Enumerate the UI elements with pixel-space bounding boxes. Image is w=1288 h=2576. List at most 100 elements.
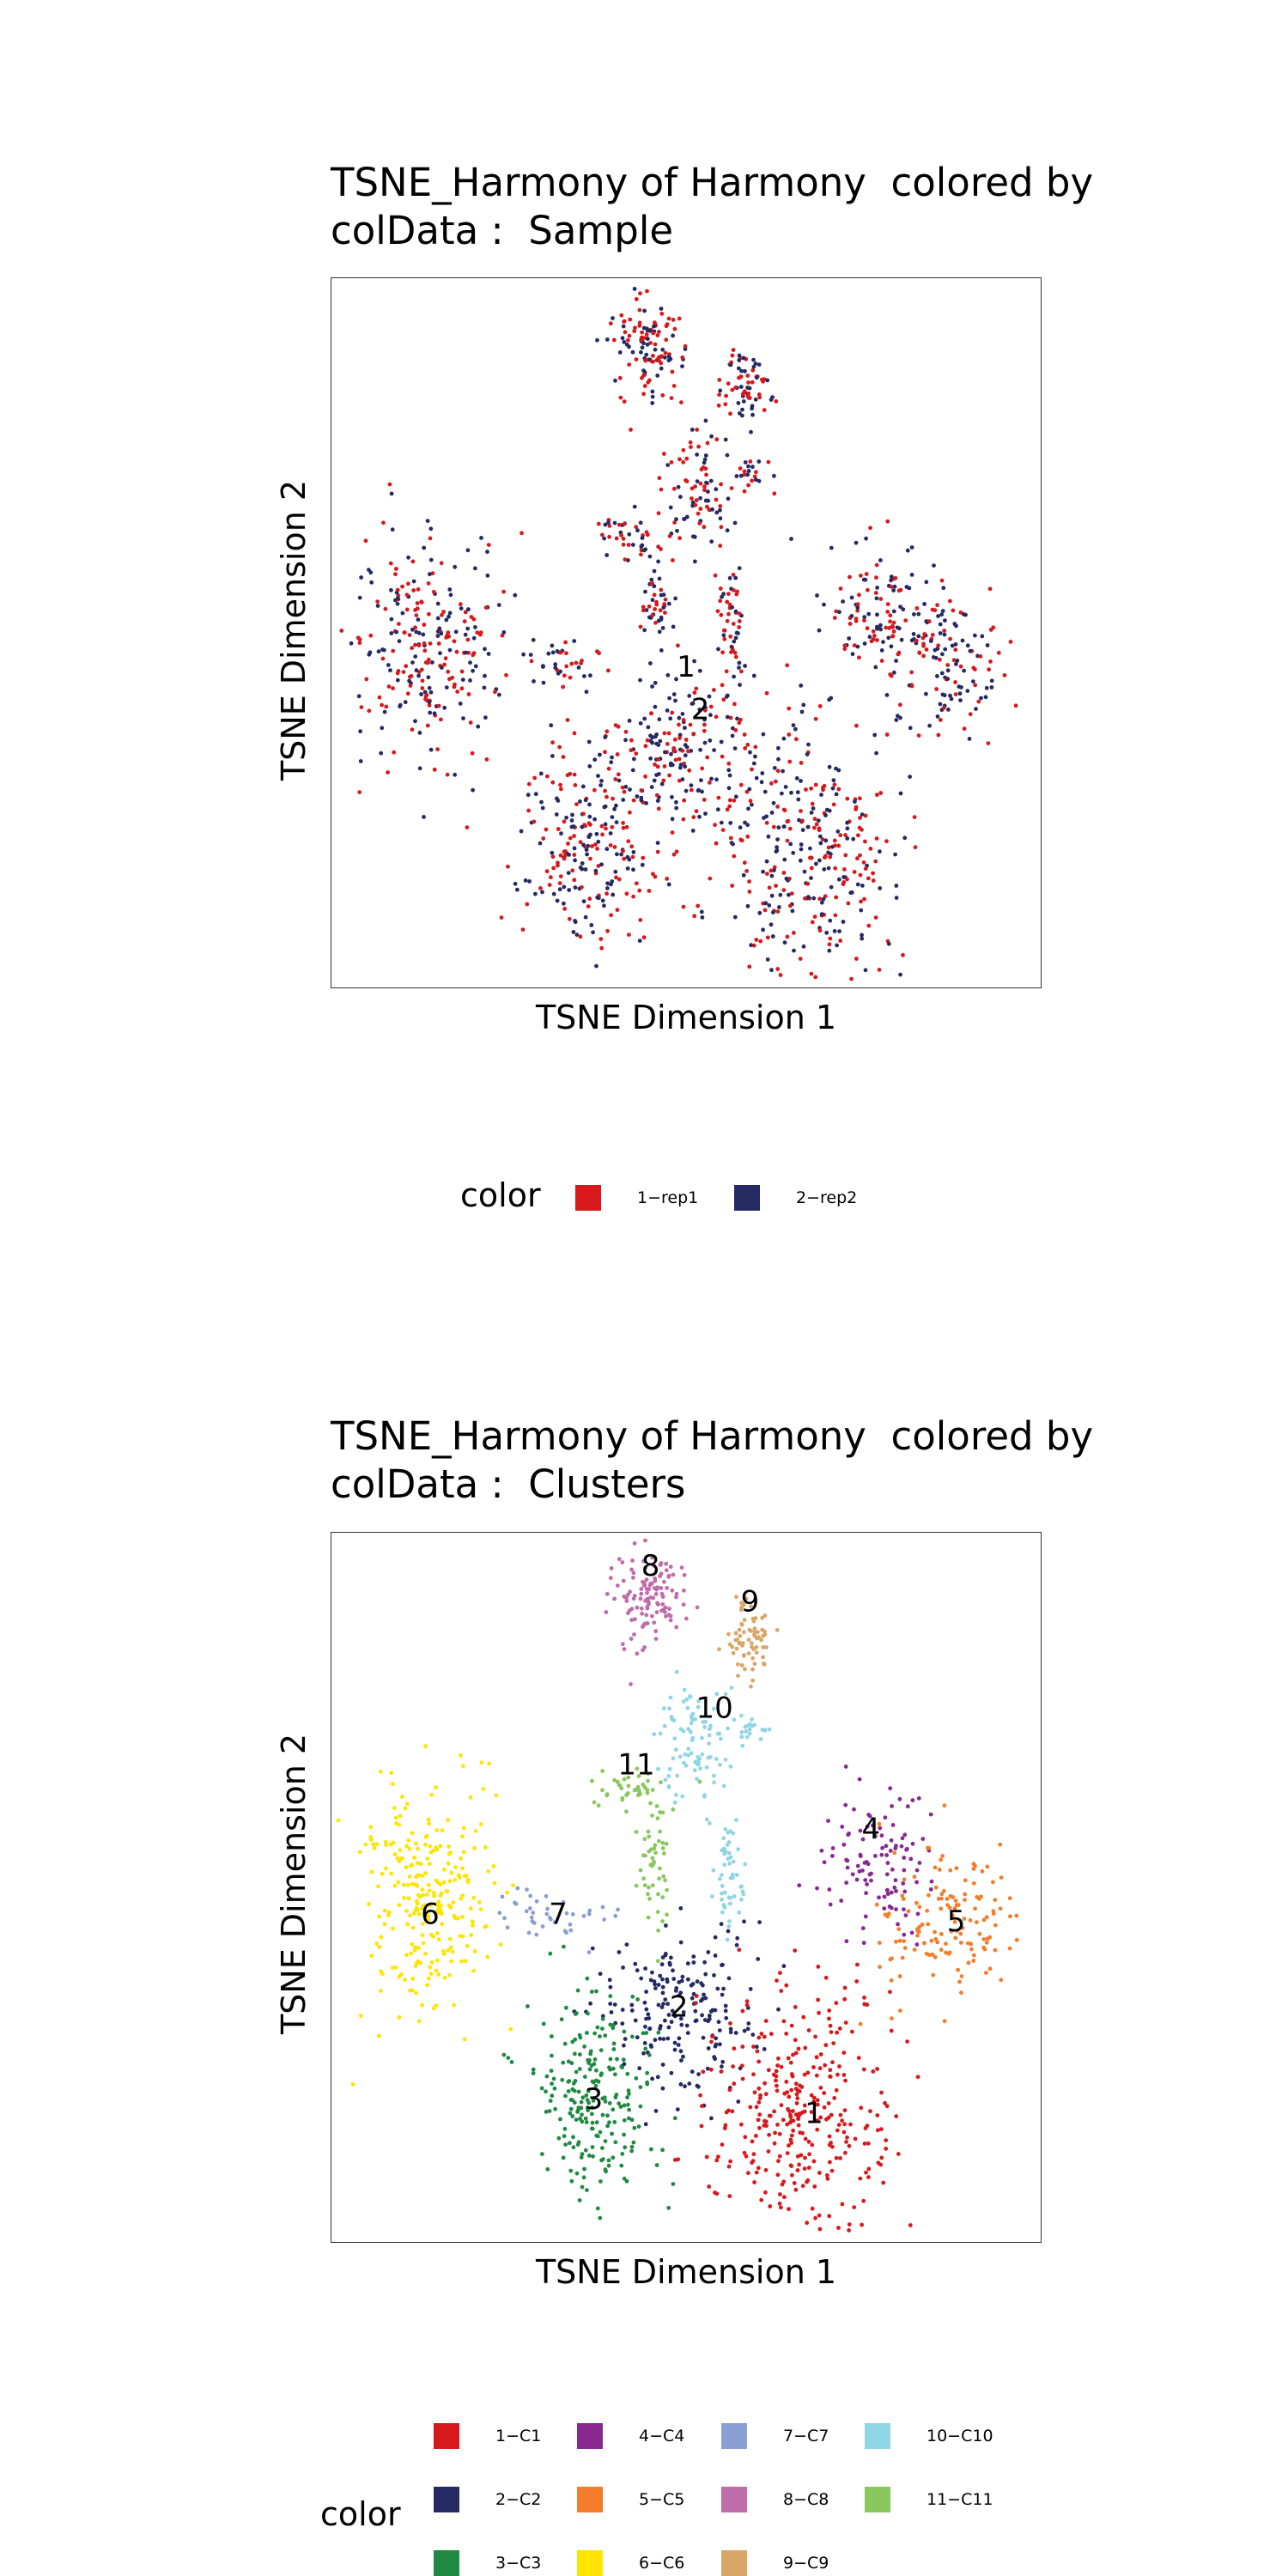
data-point xyxy=(793,2081,799,2087)
data-point xyxy=(766,459,771,465)
data-point xyxy=(852,643,857,647)
data-point xyxy=(497,692,501,697)
data-point xyxy=(757,910,762,915)
data-point xyxy=(922,602,927,606)
data-point xyxy=(717,1647,721,1652)
data-point xyxy=(378,1769,383,1774)
data-point xyxy=(835,2128,840,2133)
data-point xyxy=(647,378,652,383)
data-point xyxy=(671,333,675,338)
data-point xyxy=(610,824,615,829)
x-axis-label: TSNE Dimension 1 xyxy=(535,999,837,1036)
data-point xyxy=(564,1930,568,1935)
data-point xyxy=(890,1804,894,1808)
data-point xyxy=(692,1768,697,1773)
data-point xyxy=(762,2047,767,2051)
data-point xyxy=(451,1900,456,1905)
data-point xyxy=(863,1914,868,1919)
data-point xyxy=(439,717,443,722)
data-point xyxy=(588,2051,593,2057)
data-point xyxy=(743,664,747,668)
data-point xyxy=(739,1730,744,1735)
data-point xyxy=(605,847,610,852)
data-point xyxy=(980,1868,985,1874)
legend-swatch xyxy=(865,2487,890,2512)
data-point xyxy=(966,1941,970,1946)
data-point xyxy=(732,2081,737,2087)
data-point xyxy=(759,2032,764,2036)
data-point xyxy=(889,1905,894,1911)
data-point xyxy=(957,1979,962,1984)
data-point xyxy=(732,854,737,859)
data-point xyxy=(734,1646,739,1651)
data-point xyxy=(720,2064,724,2069)
data-point xyxy=(720,2059,726,2064)
data-point xyxy=(660,347,665,352)
data-point xyxy=(650,684,654,689)
data-point xyxy=(726,1856,731,1862)
data-point xyxy=(892,1850,897,1856)
data-point xyxy=(770,934,775,939)
data-point xyxy=(740,2044,745,2049)
data-point xyxy=(924,691,928,696)
data-point xyxy=(753,397,758,402)
data-point xyxy=(645,2081,650,2087)
data-point xyxy=(785,2122,790,2127)
data-point xyxy=(702,740,708,745)
legend-item-cluster: 4−C4 xyxy=(577,2423,684,2449)
data-point xyxy=(509,2060,514,2064)
data-point xyxy=(712,1773,716,1778)
data-point xyxy=(703,466,708,471)
data-point xyxy=(674,677,678,682)
data-point xyxy=(395,601,400,606)
data-point xyxy=(471,668,475,673)
data-point xyxy=(452,1913,457,1918)
data-point xyxy=(729,650,733,654)
data-point xyxy=(644,1990,648,1994)
data-point xyxy=(875,612,879,617)
data-point xyxy=(420,1933,425,1938)
data-point xyxy=(894,1844,898,1849)
data-point xyxy=(655,1959,660,1964)
data-point xyxy=(622,2132,626,2137)
data-point xyxy=(600,1905,605,1910)
data-point xyxy=(952,1906,957,1911)
data-point xyxy=(719,525,724,530)
data-point xyxy=(791,2128,795,2133)
data-point xyxy=(436,641,441,646)
legend-item-cluster: 9−C9 xyxy=(721,2550,829,2576)
data-point xyxy=(602,2095,607,2100)
data-point xyxy=(935,1940,940,1945)
data-point xyxy=(571,930,576,934)
data-point xyxy=(786,818,791,823)
data-point xyxy=(531,637,536,642)
data-point xyxy=(743,746,748,750)
data-point xyxy=(556,2136,562,2141)
data-point xyxy=(745,2026,750,2032)
data-point xyxy=(637,1789,641,1793)
data-point xyxy=(586,739,592,744)
data-point xyxy=(802,2103,807,2108)
data-point xyxy=(692,690,697,696)
data-point xyxy=(574,2171,580,2176)
data-point xyxy=(840,1825,845,1829)
data-point xyxy=(884,1888,890,1893)
data-point xyxy=(727,1919,732,1923)
data-point xyxy=(582,674,586,678)
data-point xyxy=(678,2082,683,2087)
data-point xyxy=(889,1838,894,1843)
data-point xyxy=(588,673,592,678)
data-point xyxy=(972,1953,976,1958)
data-point xyxy=(659,1962,665,1967)
data-point xyxy=(357,641,362,646)
data-point xyxy=(427,611,431,617)
data-point xyxy=(991,1880,995,1885)
data-point xyxy=(865,1882,869,1886)
data-point xyxy=(798,2130,803,2136)
data-point xyxy=(781,736,787,741)
data-point xyxy=(683,753,688,758)
data-point xyxy=(389,587,393,592)
data-point xyxy=(461,1850,466,1855)
data-point xyxy=(585,852,589,857)
data-point xyxy=(671,1968,675,1973)
